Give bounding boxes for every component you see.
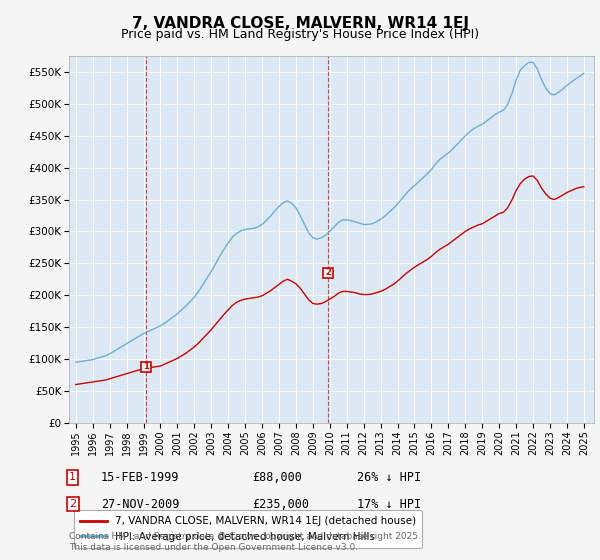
Text: 15-FEB-1999: 15-FEB-1999 bbox=[101, 470, 179, 484]
Text: £88,000: £88,000 bbox=[252, 470, 302, 484]
Text: 7, VANDRA CLOSE, MALVERN, WR14 1EJ: 7, VANDRA CLOSE, MALVERN, WR14 1EJ bbox=[131, 16, 469, 31]
Text: Price paid vs. HM Land Registry's House Price Index (HPI): Price paid vs. HM Land Registry's House … bbox=[121, 28, 479, 41]
Text: 1: 1 bbox=[143, 362, 148, 371]
Text: 2: 2 bbox=[325, 268, 331, 277]
Text: Contains HM Land Registry data © Crown copyright and database right 2025.
This d: Contains HM Land Registry data © Crown c… bbox=[69, 533, 421, 552]
Text: 2: 2 bbox=[69, 499, 76, 509]
Legend: 7, VANDRA CLOSE, MALVERN, WR14 1EJ (detached house), HPI: Average price, detache: 7, VANDRA CLOSE, MALVERN, WR14 1EJ (deta… bbox=[74, 510, 422, 548]
Text: 1: 1 bbox=[69, 472, 76, 482]
Text: 17% ↓ HPI: 17% ↓ HPI bbox=[357, 497, 421, 511]
Text: 26% ↓ HPI: 26% ↓ HPI bbox=[357, 470, 421, 484]
Text: 27-NOV-2009: 27-NOV-2009 bbox=[101, 497, 179, 511]
Text: £235,000: £235,000 bbox=[252, 497, 309, 511]
